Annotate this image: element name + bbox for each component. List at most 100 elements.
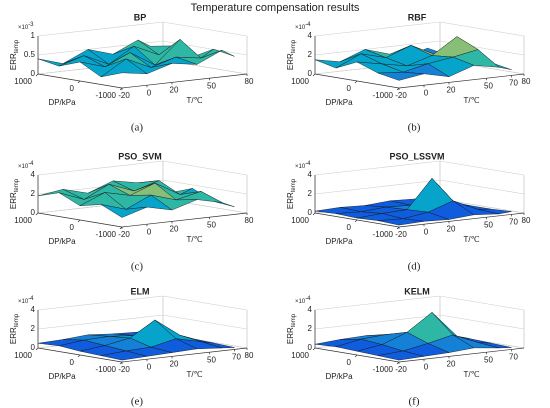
z-multiplier: ×10 bbox=[295, 25, 306, 31]
z-label-main: ERR bbox=[286, 192, 295, 209]
surface-patch bbox=[100, 58, 148, 78]
x-tick-label: 1000 bbox=[291, 77, 309, 86]
z-tick-label: 2 bbox=[308, 189, 313, 198]
y-tick-label: 50 bbox=[207, 355, 216, 364]
y-tick-label: 0 bbox=[147, 362, 152, 371]
x-tick bbox=[312, 73, 316, 77]
x-tick bbox=[35, 73, 39, 77]
grid-line bbox=[314, 40, 525, 56]
z-label-main: ERR bbox=[286, 53, 295, 70]
z-tick-label: 4 bbox=[308, 305, 313, 314]
y-tick-label: 80 bbox=[522, 216, 531, 225]
axis-line bbox=[398, 212, 525, 228]
y-tick-label: -20 bbox=[118, 91, 130, 100]
y-tick-label: 20 bbox=[447, 225, 456, 234]
surface-patch bbox=[100, 350, 148, 361]
x-axis-label: DP/kPa bbox=[48, 98, 76, 107]
surface-patch bbox=[377, 350, 425, 361]
x-tick-label: 1000 bbox=[291, 216, 309, 225]
axis-line bbox=[121, 73, 248, 89]
x-tick-label: 0 bbox=[347, 84, 352, 93]
y-axis-label: T/℃ bbox=[463, 235, 479, 244]
y-tick-label: 70 bbox=[232, 353, 241, 362]
grid-line bbox=[37, 160, 248, 176]
z-axis-label: ERRtemp bbox=[286, 313, 296, 344]
x-tick bbox=[77, 80, 81, 84]
x-tick bbox=[312, 212, 316, 216]
panel-label: (e) bbox=[131, 396, 144, 408]
z-label-sub: temp bbox=[14, 313, 20, 327]
y-axis-label: T/℃ bbox=[186, 235, 202, 244]
y-axis-label: T/℃ bbox=[186, 370, 202, 379]
grid-line bbox=[314, 21, 525, 37]
axis-line bbox=[121, 212, 248, 228]
z-tick-label: 2 bbox=[31, 324, 36, 333]
x-tick-label: 1000 bbox=[14, 351, 32, 360]
x-tick-label: 0 bbox=[347, 358, 352, 367]
y-tick-label: 50 bbox=[207, 220, 216, 229]
z-multiplier: ×10 bbox=[295, 164, 306, 170]
z-axis-label: ERRtemp bbox=[286, 178, 296, 209]
y-tick-label: -20 bbox=[395, 365, 407, 374]
y-tick-label: -20 bbox=[118, 365, 130, 374]
x-tick-label: -1000 bbox=[96, 365, 117, 374]
y-tick-label: 70 bbox=[509, 79, 518, 88]
panel-label: (a) bbox=[131, 122, 144, 134]
panel-label: (b) bbox=[408, 122, 421, 134]
y-tick-label: 80 bbox=[245, 77, 254, 86]
grid-line bbox=[37, 314, 248, 330]
figure-title: Temperature compensation results bbox=[191, 2, 360, 14]
axis-line bbox=[398, 73, 525, 89]
z-tick-label: 1 bbox=[31, 31, 36, 40]
x-axis-label: DP/kPa bbox=[325, 98, 353, 107]
y-tick-label: 80 bbox=[522, 77, 531, 86]
surface-patch bbox=[100, 204, 148, 218]
grid-line bbox=[314, 314, 525, 330]
x-tick-label: 0 bbox=[70, 84, 75, 93]
panel-title: RBF bbox=[408, 12, 427, 22]
x-tick bbox=[354, 354, 358, 358]
x-tick-label: -1000 bbox=[96, 230, 117, 239]
z-tick-label: 0.5 bbox=[24, 50, 36, 59]
z-exponent-power: -4 bbox=[305, 296, 311, 302]
z-exponent: ×10-4 bbox=[295, 296, 311, 305]
z-label-sub: temp bbox=[291, 178, 297, 192]
z-tick-label: 0 bbox=[308, 69, 313, 78]
x-axis-label: DP/kPa bbox=[325, 372, 353, 381]
x-axis-label: DP/kPa bbox=[48, 372, 76, 381]
x-tick-label: 1000 bbox=[14, 77, 32, 86]
z-multiplier: ×10 bbox=[295, 299, 306, 305]
y-tick-label: 0 bbox=[424, 227, 429, 236]
x-tick-label: 1000 bbox=[291, 351, 309, 360]
z-label-sub: temp bbox=[291, 313, 297, 327]
y-tick-label: 80 bbox=[245, 216, 254, 225]
z-axis-label: ERRtemp bbox=[9, 39, 19, 70]
z-tick-label: 2 bbox=[308, 324, 313, 333]
panel-title: BP bbox=[134, 12, 147, 22]
y-tick-label: -20 bbox=[395, 230, 407, 239]
grid-line bbox=[37, 179, 248, 195]
x-tick bbox=[312, 347, 316, 351]
x-tick bbox=[35, 347, 39, 351]
z-tick-label: 0 bbox=[31, 208, 36, 217]
x-tick bbox=[354, 219, 358, 223]
z-label-sub: temp bbox=[14, 178, 20, 192]
z-label-main: ERR bbox=[9, 327, 18, 344]
z-exponent: ×10-3 bbox=[18, 22, 34, 31]
x-tick-label: -1000 bbox=[373, 91, 394, 100]
x-axis-label: DP/kPa bbox=[325, 237, 353, 246]
axis-line bbox=[121, 347, 248, 363]
panel-label: (c) bbox=[131, 261, 144, 273]
z-tick-label: 4 bbox=[31, 170, 36, 179]
x-tick-label: -1000 bbox=[373, 230, 394, 239]
y-axis-label: T/℃ bbox=[463, 370, 479, 379]
z-exponent-power: -4 bbox=[305, 161, 311, 167]
z-tick-label: 2 bbox=[308, 50, 313, 59]
